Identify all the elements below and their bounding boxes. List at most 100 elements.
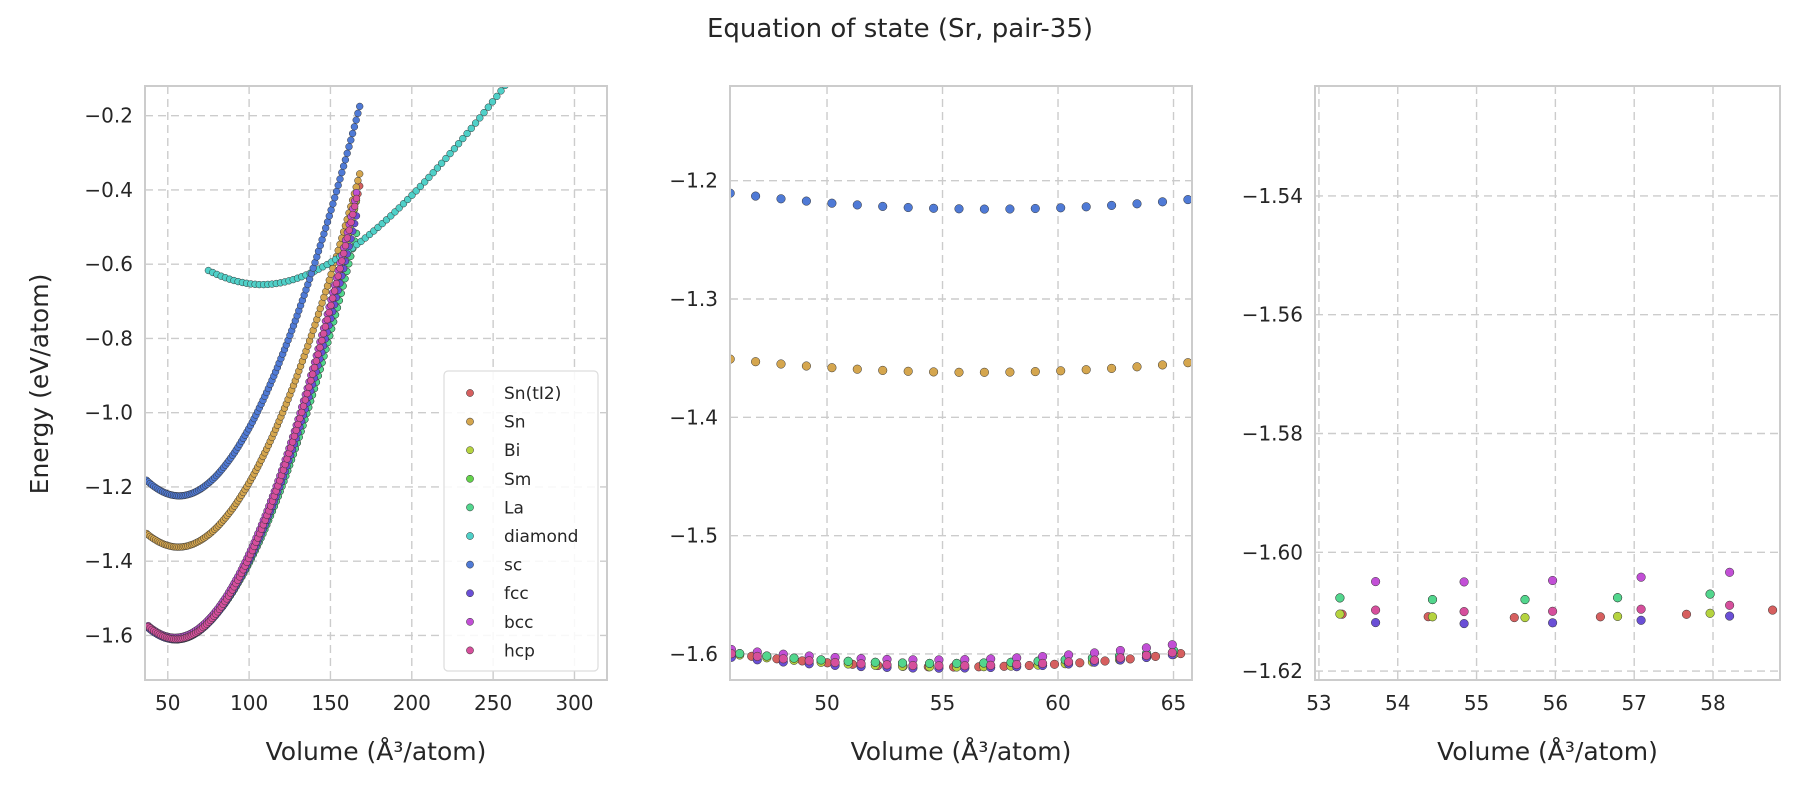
x-tick-label: 53: [1306, 691, 1331, 715]
point-sn: [954, 367, 964, 377]
point-diamond: [510, 71, 517, 78]
point-fcc: [1283, 616, 1292, 625]
point-hcp: [343, 234, 351, 242]
point-diamond: [433, 164, 442, 172]
point-diamond: [471, 119, 480, 127]
point-bi: [1427, 612, 1438, 622]
x-axis-label: Volume (Å³/atom): [1437, 737, 1658, 766]
point-hcp: [319, 330, 328, 338]
point-sn: [1005, 367, 1015, 377]
point-hcp: [330, 287, 339, 295]
axes-frame: [729, 85, 1193, 681]
y-tick-label: −0.2: [84, 104, 133, 128]
point-bcc: [1194, 637, 1203, 646]
point-sn: [1183, 358, 1192, 368]
x-tick-label: 200: [393, 691, 431, 715]
point-sc: [347, 136, 355, 144]
point-sn: [929, 367, 939, 377]
point-hcp: [341, 242, 350, 250]
y-tick-label: −1.5: [669, 524, 718, 548]
point-bcc: [1371, 577, 1381, 587]
point-diamond: [450, 145, 459, 153]
point-hcp: [830, 657, 840, 668]
legend-marker: [466, 617, 474, 626]
panels: 50 100 150 200 250 300 −1.6 −1.4 −1.2 −1.0 −0.8 −0.…: [84, 71, 1781, 766]
y-tick-label: −1.4: [84, 549, 133, 573]
x-tick-label: 300: [555, 691, 593, 715]
point-bi: [1197, 647, 1206, 656]
point-hcp: [312, 357, 320, 365]
point-sc: [878, 201, 888, 211]
point-sc: [903, 202, 913, 213]
point-la: [735, 649, 745, 659]
point-bcc: [1167, 640, 1177, 650]
point-hcp: [298, 408, 306, 416]
point-la: [1613, 593, 1623, 603]
point-hcp: [340, 249, 348, 258]
point-sc: [331, 194, 339, 202]
point-hcp: [294, 420, 302, 429]
point-hcp: [327, 301, 335, 310]
point-sn-ti2-: [1125, 654, 1135, 664]
point-sn-ti2-: [1150, 651, 1161, 661]
point-diamond: [429, 169, 437, 177]
point-sc: [336, 175, 344, 183]
point-hcp: [305, 383, 313, 391]
point-bcc: [1725, 567, 1735, 577]
point-sc: [1056, 203, 1066, 213]
y-tick-label: −0.8: [84, 326, 133, 350]
legend-marker: [466, 503, 474, 512]
point-sn: [776, 359, 786, 369]
point-la: [952, 658, 962, 668]
point-sc: [954, 204, 964, 214]
point-sc: [1157, 197, 1168, 207]
point-hcp: [1064, 657, 1074, 667]
point-diamond: [493, 92, 501, 101]
point-sn: [852, 364, 862, 374]
y-tick-label: −1.0: [84, 401, 133, 425]
point-hcp: [882, 660, 892, 670]
x-tick-label: 58: [1700, 691, 1725, 715]
point-hcp: [325, 308, 333, 317]
point-diamond: [446, 149, 454, 158]
point-hcp: [314, 350, 322, 358]
y-tick-label: −1.3: [669, 287, 718, 311]
point-diamond: [412, 187, 420, 195]
legend-marker: [466, 389, 474, 397]
point-fcc: [1371, 618, 1381, 628]
point-sn: [1056, 366, 1066, 376]
y-tick-label: −1.54: [1242, 184, 1303, 208]
point-la: [816, 655, 826, 665]
point-hcp: [347, 218, 355, 226]
x-tick-label: 57: [1621, 691, 1646, 715]
legend-label: Sn(tI2): [504, 384, 561, 404]
point-hcp: [1725, 600, 1735, 610]
point-la: [1335, 593, 1345, 603]
point-fcc: [1636, 615, 1646, 625]
point-hcp: [352, 194, 361, 203]
y-tick-label: −1.58: [1242, 421, 1303, 445]
point-bcc: [1141, 643, 1151, 653]
point-hcp: [301, 396, 309, 404]
point-diamond: [459, 134, 467, 143]
point-sc: [751, 191, 761, 201]
point-hcp: [318, 336, 326, 345]
y-tick-label: −1.60: [1242, 540, 1303, 564]
point-sn-ti2-: [1075, 658, 1085, 668]
point-sn-ti2-: [1024, 660, 1034, 671]
point-diamond: [425, 173, 433, 182]
point-sn-ti2-: [1202, 646, 1211, 655]
legend-label: bcc: [504, 613, 533, 633]
legend-label: diamond: [504, 527, 578, 547]
point-hcp: [1141, 650, 1151, 660]
point-hcp: [730, 649, 736, 659]
point-sn: [354, 176, 362, 185]
y-tick-label: −1.6: [84, 623, 133, 647]
point-hcp: [908, 660, 918, 671]
point-sn: [801, 361, 811, 371]
point-diamond: [484, 103, 492, 111]
legend-label: Sm: [504, 470, 531, 490]
point-sc: [1183, 195, 1192, 205]
point-hcp: [296, 414, 304, 423]
